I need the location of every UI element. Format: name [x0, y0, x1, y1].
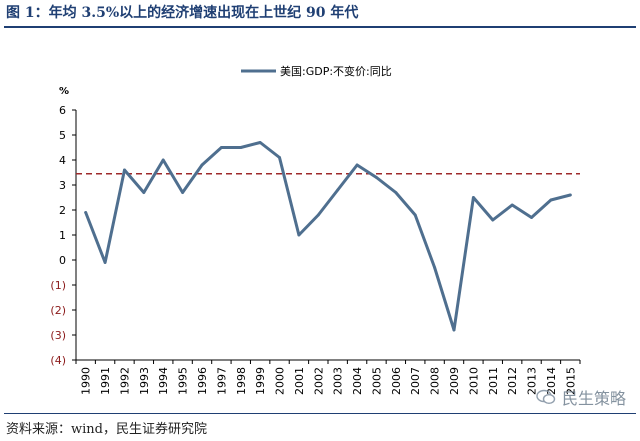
x-tick-label: 1996: [196, 367, 209, 395]
x-tick-label: 2005: [370, 367, 383, 395]
wechat-icon: [536, 389, 556, 405]
data-point: [413, 213, 417, 217]
data-point: [200, 163, 204, 167]
data-point: [549, 198, 553, 202]
x-tick-label: 1991: [99, 367, 112, 395]
data-point: [161, 158, 165, 162]
x-tick-label: 2004: [351, 367, 364, 395]
x-tick-label: 2002: [312, 367, 325, 395]
data-point: [336, 188, 340, 192]
x-tick-label: 1993: [138, 367, 151, 395]
data-point: [239, 146, 243, 149]
axes: [75, 110, 580, 361]
data-point: [123, 168, 126, 172]
x-tick-label: 1994: [157, 367, 170, 395]
x-tick-label: 2003: [332, 367, 345, 395]
y-axis: 6 5 4 3 2 1 0 (1) (2) (3) (4): [50, 104, 76, 367]
x-tick-label: 1998: [235, 367, 248, 395]
data-point: [84, 211, 88, 214]
data-point: [316, 213, 320, 217]
source-divider: [4, 413, 636, 414]
data-point: [452, 328, 456, 332]
data-point: [568, 193, 572, 197]
data-point: [491, 218, 495, 222]
source-note: 资料来源：wind，民生证券研究院: [6, 422, 207, 437]
series-line: [84, 141, 572, 332]
data-point: [181, 191, 185, 194]
x-tick-label: 2000: [274, 367, 287, 395]
data-point: [103, 261, 107, 264]
y-tick-label: 0: [59, 254, 66, 267]
x-tick-label: 1997: [215, 367, 228, 395]
data-point: [510, 203, 514, 207]
data-point: [530, 216, 533, 219]
data-point: [258, 141, 262, 144]
x-tick-label: 1995: [177, 367, 190, 395]
series-group: [84, 141, 572, 332]
x-axis: 1990 1991 1992 1993 1994 1995 1996 1997 1998 1999…: [75, 360, 581, 395]
x-tick-label: 2007: [409, 367, 422, 395]
data-point: [219, 146, 223, 149]
legend: 美国:GDP:不变价:同比: [241, 64, 392, 78]
data-point: [433, 266, 437, 269]
x-tick-label: 1992: [118, 367, 131, 395]
x-tick-label: 2012: [506, 367, 519, 395]
y-tick-label: (4): [50, 354, 66, 367]
y-tick-label: (2): [50, 304, 66, 317]
x-tick-label: 1990: [80, 367, 93, 395]
watermark-text: 民生策略: [562, 389, 627, 408]
x-tick-label: 2001: [293, 367, 306, 395]
figure-title: 图 1：年均 3.5%以上的经济增速出现在上世纪 90 年代: [6, 5, 359, 21]
x-tick-label: 2013: [526, 367, 539, 395]
y-tick-label: 1: [59, 229, 66, 242]
x-tick-label: 2006: [390, 367, 403, 395]
data-point: [375, 176, 378, 179]
title-divider: [4, 26, 636, 28]
data-point: [355, 163, 359, 167]
y-tick-label: 2: [59, 204, 66, 217]
y-tick-label: (3): [50, 329, 66, 342]
legend-label: 美国:GDP:不变价:同比: [280, 64, 392, 78]
x-tick-label: 2009: [448, 367, 461, 395]
data-point: [278, 156, 281, 159]
x-tick-label: 2014: [545, 367, 558, 395]
data-point: [297, 233, 301, 237]
y-tick-label: 5: [59, 129, 66, 142]
x-tick-label: 2010: [467, 367, 480, 395]
x-tick-label: 2015: [564, 367, 577, 395]
y-tick-label: 3: [59, 179, 66, 192]
x-tick-label: 1999: [254, 367, 267, 395]
x-tick-label: 2011: [487, 367, 500, 395]
y-axis-unit-label: %: [59, 86, 69, 97]
y-tick-label: 4: [59, 154, 66, 167]
data-point: [471, 196, 475, 199]
x-tick-label: 2008: [429, 367, 442, 395]
data-point: [142, 191, 146, 194]
watermark: 民生策略: [536, 385, 626, 409]
y-tick-label: 6: [59, 104, 66, 117]
data-point: [394, 191, 398, 194]
y-tick-label: (1): [50, 279, 66, 292]
